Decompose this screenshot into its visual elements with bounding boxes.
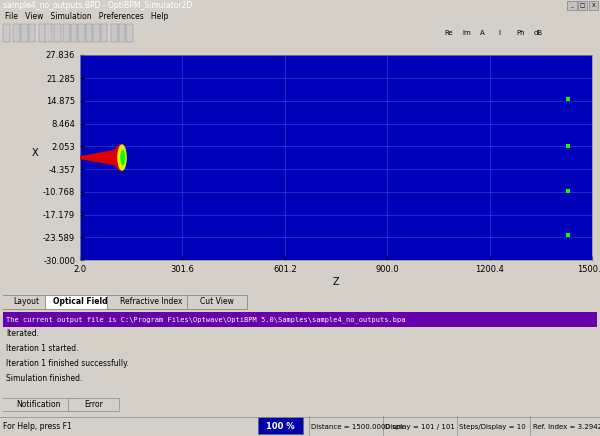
Text: X: X — [592, 3, 595, 8]
FancyBboxPatch shape — [44, 295, 116, 310]
Bar — [21, 24, 28, 42]
Text: I: I — [498, 30, 500, 36]
FancyBboxPatch shape — [68, 398, 119, 412]
Text: Iteration 1 finished successfully.: Iteration 1 finished successfully. — [6, 359, 129, 368]
Bar — [3, 24, 10, 42]
Y-axis label: X: X — [31, 147, 38, 157]
Text: Ph: Ph — [516, 30, 524, 36]
Bar — [111, 24, 118, 42]
Text: Distance = 1500.0000 um: Distance = 1500.0000 um — [311, 423, 404, 429]
Bar — [78, 24, 85, 42]
Text: File   View   Simulation   Preferences   Help: File View Simulation Preferences Help — [5, 12, 168, 21]
X-axis label: Z: Z — [332, 276, 340, 286]
Text: For Help, press F1: For Help, press F1 — [3, 422, 72, 431]
Text: Cut View: Cut View — [200, 297, 234, 306]
Text: Layout: Layout — [14, 297, 40, 306]
Bar — [71, 24, 77, 42]
FancyBboxPatch shape — [107, 295, 196, 310]
FancyBboxPatch shape — [187, 295, 247, 310]
Text: _: _ — [571, 3, 573, 8]
Ellipse shape — [117, 144, 127, 171]
Text: Steps/Display = 10: Steps/Display = 10 — [459, 423, 526, 429]
Polygon shape — [80, 143, 125, 172]
Bar — [39, 24, 46, 42]
Bar — [258, 417, 303, 434]
Bar — [3, 312, 597, 327]
Text: dB: dB — [534, 30, 543, 36]
Text: Error: Error — [84, 400, 103, 409]
Bar — [45, 24, 52, 42]
Text: Display = 101 / 101: Display = 101 / 101 — [385, 423, 455, 429]
Text: □: □ — [580, 3, 585, 8]
Bar — [578, 1, 587, 10]
Text: Re: Re — [444, 30, 452, 36]
Text: Iterated.: Iterated. — [6, 329, 39, 338]
Text: sample4_no_outputs.BPD - OptiBPM_Simulator2D: sample4_no_outputs.BPD - OptiBPM_Simulat… — [3, 1, 192, 10]
Ellipse shape — [121, 150, 125, 166]
Bar — [101, 24, 107, 42]
Text: Refractive Index: Refractive Index — [121, 297, 182, 306]
Text: A: A — [480, 30, 485, 36]
Bar — [86, 24, 92, 42]
Bar — [93, 24, 100, 42]
Bar — [13, 24, 20, 42]
FancyBboxPatch shape — [0, 398, 77, 412]
Bar — [589, 1, 598, 10]
Bar — [119, 24, 125, 42]
Bar — [54, 24, 61, 42]
Text: Im: Im — [462, 30, 471, 36]
Bar — [29, 24, 35, 42]
Bar — [126, 24, 133, 42]
Text: The current output file is C:\Program Files\Optwave\OptiBPM 5.0\Samples\sample4_: The current output file is C:\Program Fi… — [6, 316, 406, 323]
Text: Iteration 1 started.: Iteration 1 started. — [6, 344, 79, 353]
Text: 100 %: 100 % — [266, 422, 295, 431]
FancyBboxPatch shape — [0, 295, 53, 310]
Text: Notification: Notification — [16, 400, 61, 409]
Text: Ref. Index = 3.2942: Ref. Index = 3.2942 — [533, 423, 600, 429]
Bar — [567, 1, 577, 10]
Text: Optical Field: Optical Field — [53, 297, 107, 306]
Text: Simulation finished.: Simulation finished. — [6, 374, 82, 383]
Bar — [63, 24, 70, 42]
